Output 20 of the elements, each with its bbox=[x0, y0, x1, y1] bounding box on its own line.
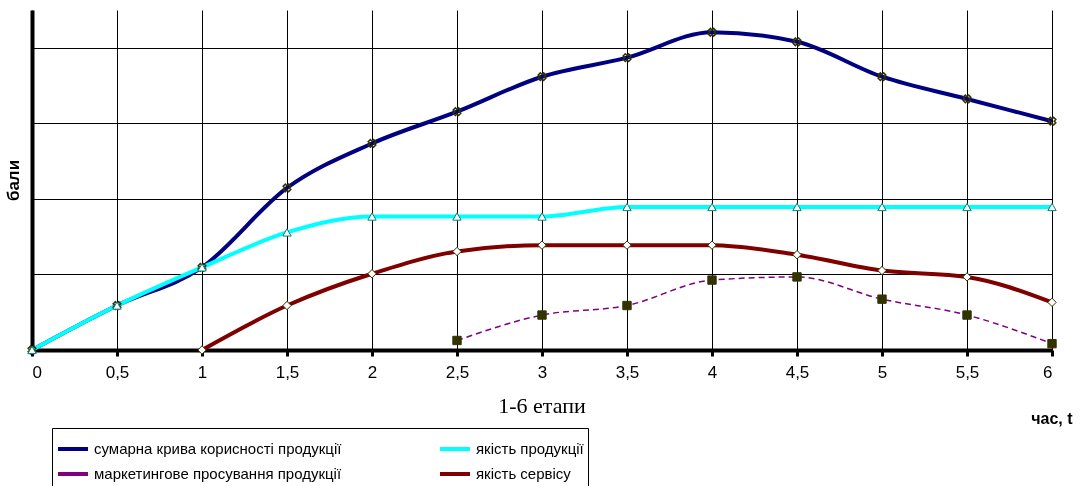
x-tick-label: 4 bbox=[707, 362, 718, 382]
legend-label: маркетингове просування продукції bbox=[94, 465, 342, 482]
x-tick-label: 1,5 bbox=[275, 362, 300, 382]
x-tick-label: 0 bbox=[32, 362, 42, 382]
x-tick-label: 5 bbox=[877, 362, 888, 382]
x-tick-label: 2,5 bbox=[445, 362, 470, 382]
legend-label: якість продукції bbox=[476, 440, 585, 457]
legend-label: сумарна крива корисності продукції bbox=[94, 440, 343, 457]
x-tick-label: 2 bbox=[367, 362, 378, 382]
x-tick-label: 3 bbox=[537, 362, 548, 382]
x-tick-label: 4,5 bbox=[785, 362, 810, 382]
x-axis-title: час, t bbox=[1031, 409, 1074, 427]
y-axis-title: бали bbox=[3, 159, 23, 202]
x-tick-label: 0,5 bbox=[105, 362, 130, 382]
x-tick-label: 6 bbox=[1043, 362, 1053, 382]
text: 1-6 етапи bbox=[498, 393, 586, 418]
x-tick-label: 5,5 bbox=[955, 362, 980, 382]
legend-label: якість сервісу bbox=[476, 465, 572, 482]
x-tick-label: 1 bbox=[197, 362, 208, 382]
x-tick-label: 3,5 bbox=[615, 362, 640, 382]
